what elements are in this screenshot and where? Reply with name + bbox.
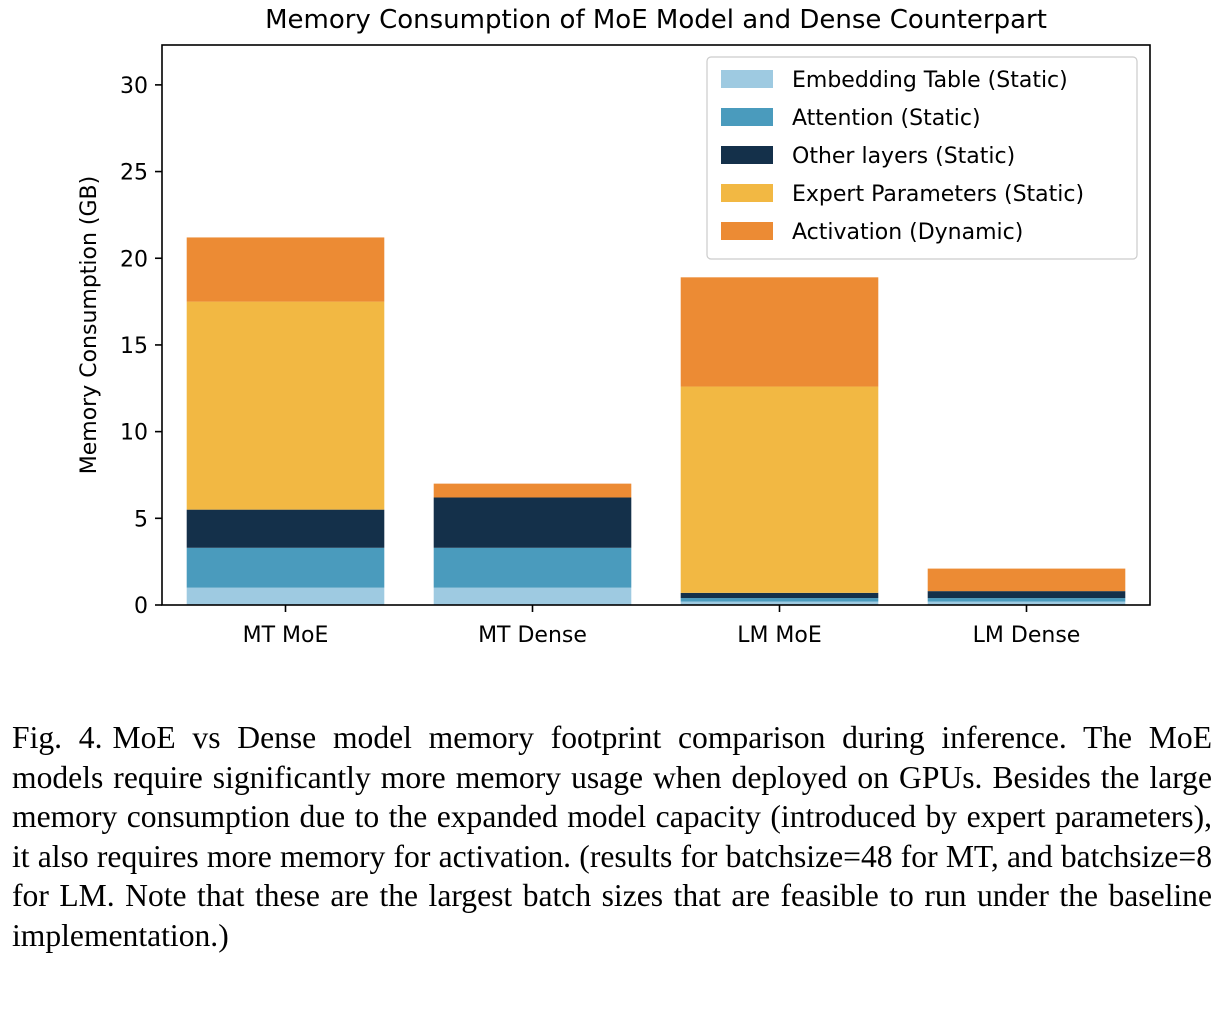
bar-segment xyxy=(680,386,879,593)
bar-segment xyxy=(186,547,385,588)
caption-text: MoE vs Dense model memory footprint comp… xyxy=(12,720,1212,953)
y-tick-label: 25 xyxy=(120,161,148,186)
x-axis: MT MoE MT Dense LM MoE LM Dense xyxy=(243,605,1081,648)
legend-label: Activation (Dynamic) xyxy=(792,220,1023,245)
legend-label: Expert Parameters (Static) xyxy=(792,182,1084,207)
x-tick-label: LM Dense xyxy=(973,623,1081,648)
y-tick-label: 5 xyxy=(134,507,148,532)
legend-swatch xyxy=(721,146,773,164)
y-tick-label: 20 xyxy=(120,247,148,272)
legend-swatch xyxy=(721,70,773,88)
caption-label: Fig. 4. xyxy=(12,720,103,755)
bar-segment xyxy=(433,547,632,588)
legend-frame xyxy=(706,56,1138,260)
bar-segment xyxy=(433,483,632,498)
y-tick-label: 30 xyxy=(120,74,148,99)
bar-segment xyxy=(680,592,879,599)
y-axis-label: Memory Consumption (GB) xyxy=(77,176,102,474)
legend-label: Other layers (Static) xyxy=(792,144,1015,169)
y-axis: 0 5 10 15 20 25 30 xyxy=(120,74,162,619)
bar-segment xyxy=(680,277,879,387)
plot-frame xyxy=(161,44,1151,606)
legend-swatch xyxy=(721,222,773,240)
legend-label: Attention (Static) xyxy=(792,106,981,131)
bars-group xyxy=(186,237,1126,605)
figure-caption: Fig. 4. MoE vs Dense model memory footpri… xyxy=(12,718,1212,955)
stacked-bar-chart: Memory Consumption of MoE Model and Dens… xyxy=(77,5,1151,648)
bar-segment xyxy=(433,587,632,605)
legend-swatch xyxy=(721,184,773,202)
bar-segment xyxy=(927,568,1126,592)
y-tick-label: 0 xyxy=(134,594,148,619)
bar-segment xyxy=(680,601,879,605)
legend: Embedding Table (Static) Attention (Stati… xyxy=(706,56,1138,260)
chart-title: Memory Consumption of MoE Model and Dens… xyxy=(265,5,1047,35)
bar-segment xyxy=(186,587,385,605)
bar-segment xyxy=(186,301,385,510)
y-tick-label: 10 xyxy=(120,421,148,446)
x-tick-label: LM MoE xyxy=(737,623,822,648)
bar-segment xyxy=(927,598,1126,602)
bar-segment xyxy=(927,591,1126,599)
bar-segment xyxy=(680,598,879,602)
bar-segment xyxy=(433,497,632,548)
y-tick-label: 15 xyxy=(120,334,148,359)
bar-segment xyxy=(186,509,385,548)
bar-segment xyxy=(927,601,1126,605)
legend-label: Embedding Table (Static) xyxy=(792,68,1068,93)
bar-segment xyxy=(186,237,385,302)
legend-swatch xyxy=(721,108,773,126)
x-tick-label: MT MoE xyxy=(243,623,329,648)
x-tick-label: MT Dense xyxy=(478,623,587,648)
